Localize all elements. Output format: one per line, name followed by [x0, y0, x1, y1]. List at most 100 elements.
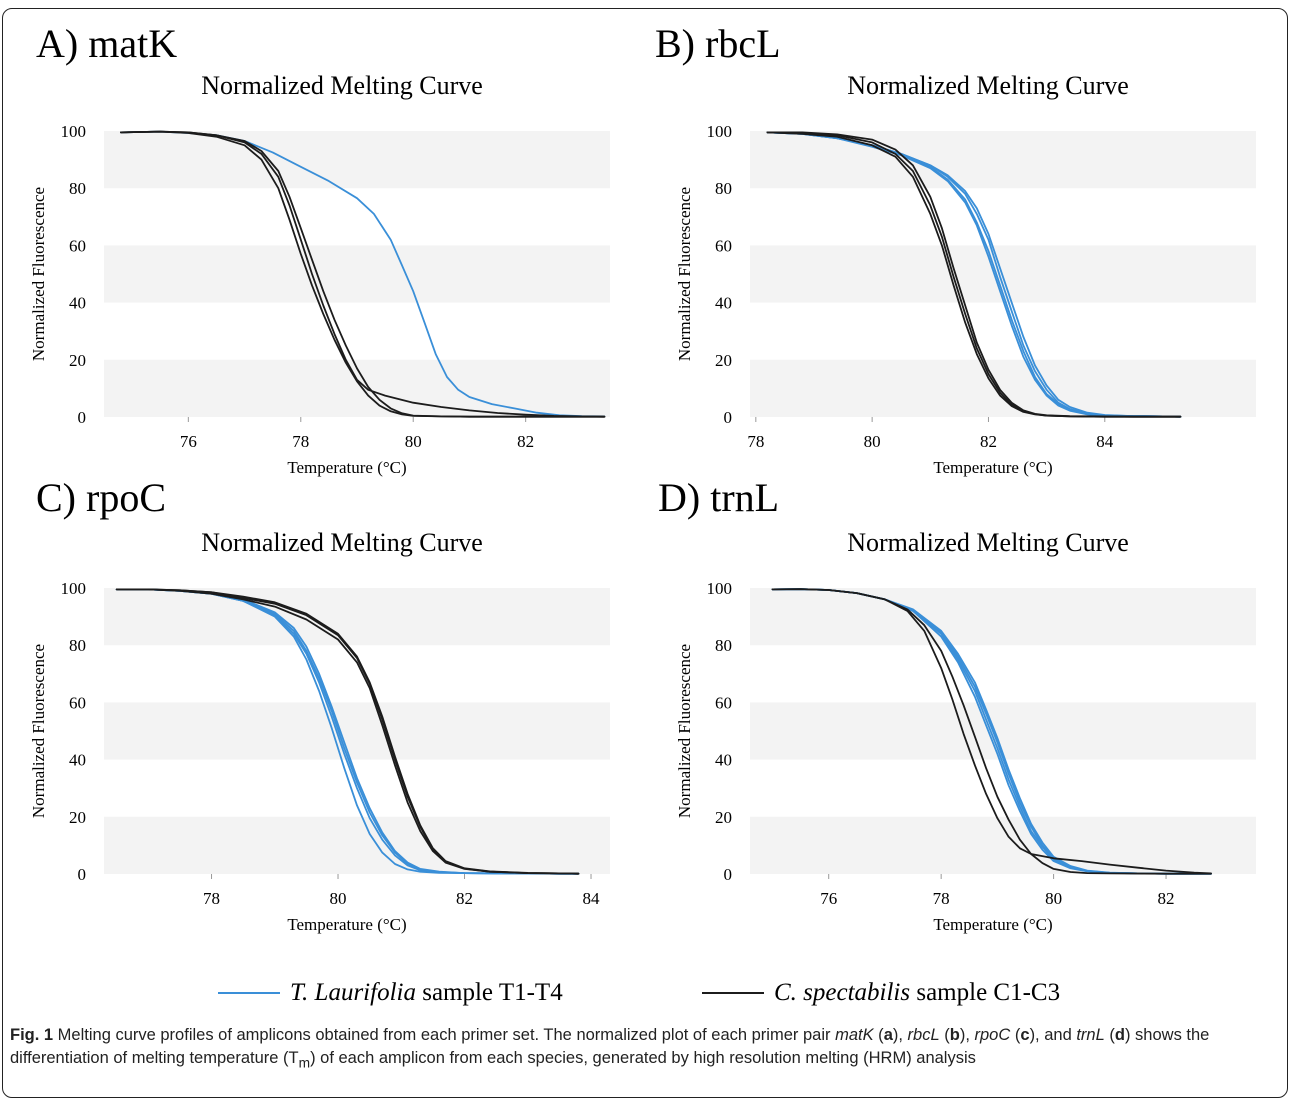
panel-d-label: D) trnL [658, 475, 780, 520]
y-tick-label: 20 [715, 351, 732, 370]
caption-fig-label: Fig. 1 [10, 1026, 54, 1044]
x-axis-label: Temperature (°C) [933, 915, 1052, 934]
chart-title: Normalized Melting Curve [847, 528, 1129, 557]
figure-frame [2, 8, 1288, 1098]
legend-item-c: C. spectabilis sample C1-C3 [702, 975, 1060, 1011]
grid-band [104, 588, 610, 646]
caption-gene-2: rbcL [907, 1026, 940, 1044]
grid-band [750, 588, 1256, 646]
caption-sub: m [298, 1055, 311, 1071]
y-tick-label: 100 [61, 122, 87, 141]
legend-species-t: T. Laurifolia [290, 979, 416, 1006]
x-tick-label: 82 [980, 432, 997, 451]
y-tick-label: 20 [69, 351, 86, 370]
y-tick-label: 40 [715, 751, 732, 770]
chart-title: Normalized Melting Curve [847, 71, 1129, 100]
x-axis-label: Temperature (°C) [933, 458, 1052, 477]
caption-gene-3: rpoC [974, 1026, 1011, 1044]
y-tick-label: 0 [724, 408, 733, 427]
y-tick-label: 0 [78, 865, 87, 884]
x-tick-label: 82 [517, 432, 534, 451]
series-line-c [771, 588, 1212, 875]
chart-d-svg: Normalized Melting Curve 0 20 40 60 80 100 76 78… [675, 528, 1256, 934]
grid-band [750, 702, 1256, 760]
panel-b-label: B) rbcL [655, 21, 781, 66]
legend-item-t: T. Laurifolia sample T1-T4 [218, 975, 563, 1011]
x-tick-label: 78 [747, 432, 764, 451]
grid-band [104, 131, 610, 189]
grid-band [104, 702, 610, 760]
chart-c-svg: Normalized Melting Curve 0 20 40 60 80 100 78 80… [29, 528, 610, 934]
grid-band [750, 359, 1256, 417]
y-tick-label: 80 [715, 179, 732, 198]
caption-mid: shows the differentiation of melting tem… [10, 1026, 1210, 1067]
chart-title: Normalized Melting Curve [201, 71, 483, 100]
chart-title: Normalized Melting Curve [201, 528, 483, 557]
chart-b-svg: Normalized Melting Curve 0 20 40 60 80 100 78 80… [675, 71, 1256, 477]
y-tick-label: 80 [69, 636, 86, 655]
x-tick-label: 76 [180, 432, 197, 451]
x-tick-label: 78 [203, 889, 220, 908]
caption-gene-1: matK [835, 1026, 874, 1044]
panel-a-label: A) matK [36, 21, 178, 66]
panel-c-label: C) rpoC [36, 475, 166, 520]
y-axis-label: Normalized Fluorescence [29, 187, 48, 361]
y-axis-label: Normalized Fluorescence [675, 644, 694, 818]
series-line-c [120, 130, 606, 418]
x-axis-label: Temperature (°C) [287, 915, 406, 934]
legend-suffix-t: sample T1-T4 [422, 979, 563, 1006]
y-tick-label: 0 [724, 865, 733, 884]
grid-band [104, 245, 610, 303]
legend-species-c: C. spectabilis [774, 979, 911, 1006]
y-tick-label: 100 [61, 579, 87, 598]
series-line-c [120, 130, 606, 418]
y-axis-label: Normalized Fluorescence [675, 187, 694, 361]
y-tick-label: 40 [69, 751, 86, 770]
legend: T. Laurifolia sample T1-T4 C. spectabili… [0, 975, 1292, 1015]
x-tick-label: 82 [1158, 889, 1175, 908]
y-tick-label: 0 [78, 408, 87, 427]
x-tick-label: 78 [292, 432, 309, 451]
y-axis-label: Normalized Fluorescence [29, 644, 48, 818]
caption-intro: Melting curve profiles of amplicons obta… [53, 1026, 836, 1044]
x-tick-label: 78 [933, 889, 950, 908]
y-tick-label: 80 [715, 636, 732, 655]
y-tick-label: 60 [69, 693, 86, 712]
legend-swatch-c [702, 992, 764, 994]
x-tick-label: 80 [864, 432, 881, 451]
caption-end: ) of each amplicon from each species, ge… [310, 1049, 976, 1067]
chart-a-svg: Normalized Melting Curve 0 20 40 60 80 100 76 78… [29, 71, 610, 477]
grid-band [750, 816, 1256, 874]
x-tick-label: 76 [820, 889, 837, 908]
series-line-c [115, 588, 580, 875]
caption-key-4: d [1114, 1026, 1125, 1044]
x-tick-label: 80 [405, 432, 422, 451]
y-tick-label: 60 [69, 236, 86, 255]
y-tick-label: 20 [715, 808, 732, 827]
series-line-c [766, 131, 1182, 418]
x-axis-label: Temperature (°C) [287, 458, 406, 477]
caption-key-2: b [949, 1026, 960, 1044]
caption-key-1: a [883, 1026, 893, 1044]
caption-gene-4: trnL [1076, 1026, 1105, 1044]
x-tick-label: 84 [1096, 432, 1114, 451]
series-line-t [766, 131, 1182, 418]
y-tick-label: 100 [707, 579, 733, 598]
y-tick-label: 80 [69, 179, 86, 198]
y-tick-label: 60 [715, 236, 732, 255]
grid-band [104, 816, 610, 874]
x-tick-label: 80 [1045, 889, 1062, 908]
y-tick-label: 40 [715, 294, 732, 313]
caption-key-3: c [1020, 1026, 1030, 1044]
grid-band [750, 131, 1256, 189]
legend-suffix-c: sample C1-C3 [916, 979, 1061, 1006]
y-tick-label: 100 [707, 122, 733, 141]
x-tick-label: 82 [456, 889, 473, 908]
y-tick-label: 60 [715, 693, 732, 712]
figure-caption: Fig. 1 Melting curve profiles of amplico… [10, 1026, 1210, 1071]
x-tick-label: 84 [583, 889, 601, 908]
legend-swatch-t [218, 992, 280, 994]
x-tick-label: 80 [330, 889, 347, 908]
y-tick-label: 40 [69, 294, 86, 313]
